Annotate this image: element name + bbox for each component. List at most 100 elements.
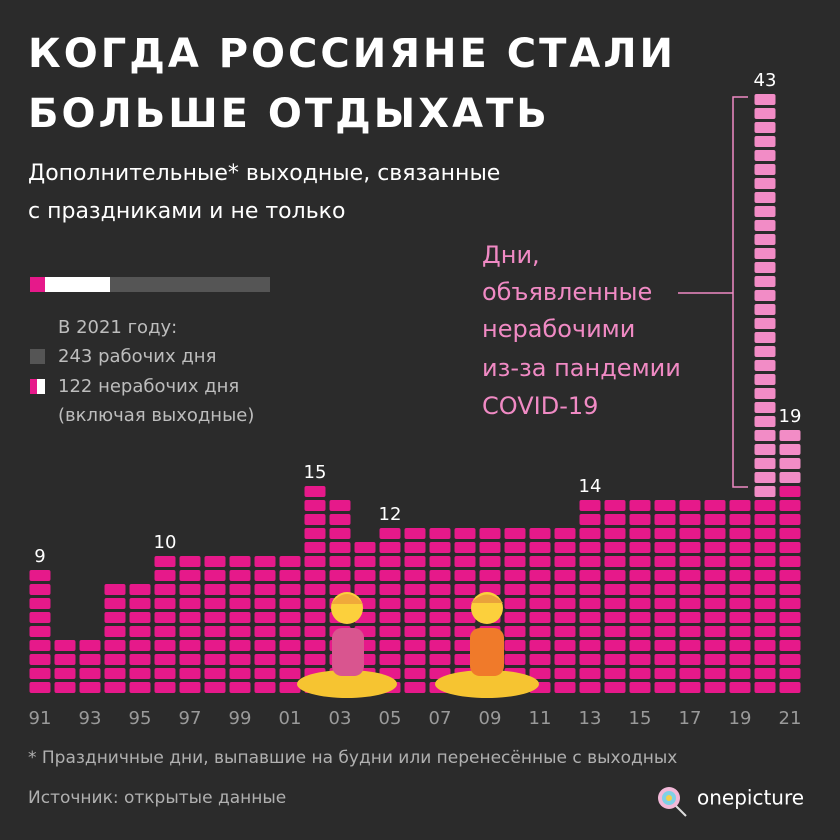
day-square [279,626,301,637]
day-square [729,542,751,553]
day-square [579,640,601,651]
day-square [229,654,251,665]
day-square [679,570,701,581]
day-square [304,626,326,637]
day-square [604,654,626,665]
day-square [54,654,76,665]
day-square [554,640,576,651]
day-square [179,556,201,567]
day-square [754,122,776,133]
day-square [654,640,676,651]
day-square [754,542,776,553]
day-square [279,556,301,567]
day-square [279,640,301,651]
x-tick-label: 91 [29,708,52,729]
day-square [604,570,626,581]
day-square [779,654,801,665]
day-square [729,528,751,539]
day-square [304,654,326,665]
day-square [529,654,551,665]
day-square [254,682,276,693]
day-square [754,598,776,609]
day-square [579,528,601,539]
day-square [129,626,151,637]
day-square [229,612,251,623]
day-square [154,598,176,609]
annotation: Дни, [482,241,540,269]
day-square [29,640,51,651]
day-square [629,682,651,693]
day-square [679,612,701,623]
day-square [629,584,651,595]
day-square [604,668,626,679]
day-square [429,584,451,595]
day-square [579,542,601,553]
legend-swatch [30,349,45,364]
day-square [54,682,76,693]
day-square [729,556,751,567]
day-square [629,542,651,553]
day-square [604,626,626,637]
day-square [754,108,776,119]
day-square [554,528,576,539]
day-square [304,486,326,497]
day-square [204,598,226,609]
day-square [204,612,226,623]
day-square [329,570,351,581]
day-square [779,514,801,525]
day-square [504,528,526,539]
day-square [279,654,301,665]
day-square [79,654,101,665]
day-square [629,528,651,539]
day-square [404,542,426,553]
day-square [679,528,701,539]
day-square [379,598,401,609]
day-square [554,626,576,637]
day-square [779,626,801,637]
day-square [254,598,276,609]
day-square [754,290,776,301]
day-square [754,136,776,147]
day-square [529,570,551,581]
day-square [754,612,776,623]
day-square [579,612,601,623]
day-square [754,570,776,581]
day-square [204,626,226,637]
day-square [204,570,226,581]
day-square [379,542,401,553]
day-square [79,668,101,679]
day-square [254,584,276,595]
bar-label: 12 [379,504,402,525]
day-square [404,682,426,693]
day-square [679,598,701,609]
bar-segment [529,528,551,693]
day-square [729,640,751,651]
bar-segment [504,528,526,693]
x-tick-label: 05 [379,708,402,729]
day-square [504,598,526,609]
figure-woman [297,592,397,698]
day-square [304,570,326,581]
day-square [554,654,576,665]
day-square [504,640,526,651]
bar-segment [54,640,76,693]
x-tick-label: 21 [779,708,802,729]
day-square [179,598,201,609]
day-square [729,514,751,525]
day-square [129,640,151,651]
day-square [779,570,801,581]
day-square [754,304,776,315]
day-square [154,570,176,581]
day-square [529,640,551,651]
day-square [779,542,801,553]
day-square [354,542,376,553]
day-square [679,542,701,553]
day-square [729,598,751,609]
legend-item: 122 нерабочих дня [58,376,239,397]
day-square [329,542,351,553]
day-square [529,626,551,637]
day-square [604,500,626,511]
day-square [754,318,776,329]
day-square [779,556,801,567]
bar-segment [254,556,276,693]
